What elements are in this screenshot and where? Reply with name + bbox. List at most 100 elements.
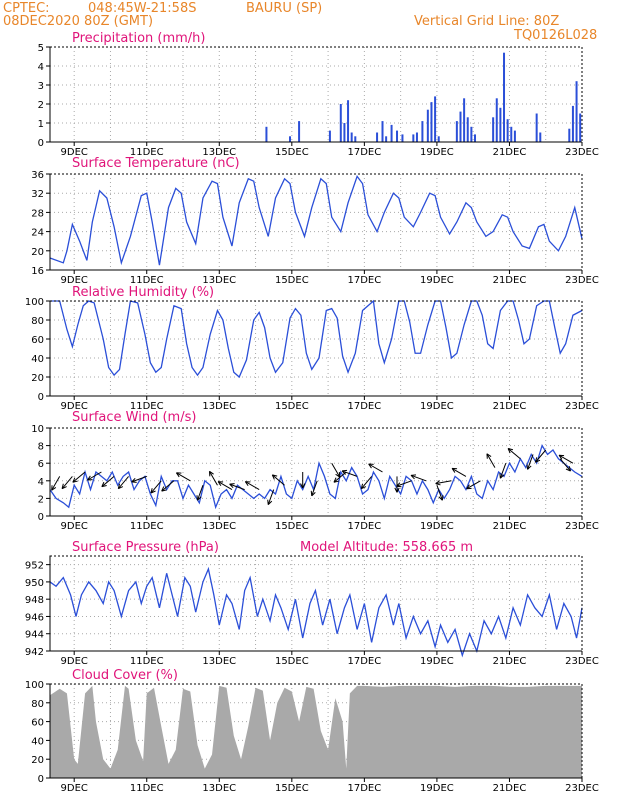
panel-frame xyxy=(49,555,583,652)
wind-arrow-head xyxy=(118,486,124,490)
panel-wind: 0 2 4 6 8 10 9DEC 11DEC 13DEC 15DEC 17DEC 19DEC 21DE… xyxy=(31,410,599,532)
precip-bar xyxy=(401,134,404,142)
precip-bar xyxy=(568,128,571,142)
x-tick-label: 15DEC xyxy=(275,783,309,794)
y-tick-label: 20 xyxy=(31,247,44,258)
panel-cloud: 0 20 40 60 80 100 9DEC 11DEC 13DEC 15DEC 17DEC 19DE… xyxy=(25,668,599,794)
wind-arrow-head xyxy=(410,474,417,476)
x-tick-label: 21DEC xyxy=(493,783,527,794)
wind-arrow-head xyxy=(161,489,167,492)
wind-arrow-shaft xyxy=(410,474,427,482)
wind-arrow-head xyxy=(396,482,401,487)
precip-bar xyxy=(328,130,331,142)
wind-arrow xyxy=(486,453,496,468)
wind-arrow xyxy=(196,485,204,501)
precip-bar xyxy=(459,111,462,142)
x-tick-label: 21DEC xyxy=(493,275,527,286)
wind-arrow-head xyxy=(101,484,107,488)
wind-arrow xyxy=(559,458,572,472)
y-tick-label: 40 xyxy=(31,736,44,747)
x-tick-label: 17DEC xyxy=(348,783,382,794)
wind-arrow xyxy=(534,449,547,463)
wind-arrow xyxy=(436,485,444,501)
panel-title-precip: Precipitation (mm/h) xyxy=(72,31,205,46)
x-tick-label: 13DEC xyxy=(202,147,236,158)
wind-arrow-head xyxy=(565,468,571,472)
x-tick-label: 15DEC xyxy=(275,275,309,286)
x-tick-label: 23DEC xyxy=(565,783,599,794)
panel-title-rh: Relative Humidity (%) xyxy=(72,285,214,300)
wind-arrow xyxy=(435,480,452,486)
wind-arrow-shaft xyxy=(360,476,373,489)
precip-bar xyxy=(495,98,498,142)
wind-arrow-head xyxy=(500,474,505,479)
rh-line xyxy=(50,299,583,379)
wind-arrow xyxy=(451,467,467,477)
wind-arrow-head xyxy=(72,480,78,483)
x-tick-label: 11DEC xyxy=(130,783,164,794)
wind-arrow xyxy=(217,481,233,491)
x-tick-label: 23DEC xyxy=(565,401,599,412)
wind-arrow-shaft xyxy=(499,463,507,479)
precip-bar xyxy=(499,107,502,142)
y-tick-label: 60 xyxy=(31,335,44,346)
precip-bar xyxy=(415,132,418,142)
x-tick-label: 13DEC xyxy=(202,656,236,667)
x-tick-label: 9DEC xyxy=(61,783,88,794)
wind-arrow xyxy=(331,462,341,478)
wind-arrow-shaft xyxy=(131,475,147,483)
panels: 0 1 2 3 4 5 9DEC 11DEC 13DEC 15DEC 17DEC 19DEC 21DEC… xyxy=(25,31,599,794)
wind-arrow-head xyxy=(333,477,337,483)
wind-arrow-head xyxy=(217,481,222,487)
wind-arrow xyxy=(499,463,507,479)
y-tick-label: 20 xyxy=(31,373,44,384)
wind-arrow-shaft xyxy=(527,454,534,470)
precip-bar xyxy=(390,124,393,142)
y-tick-label: 32 xyxy=(31,189,44,200)
x-tick-label: 23DEC xyxy=(565,147,599,158)
panel-pressure: 942 944 946 948 950 952 9DEC 11DEC 13DEC 15DEC 17D… xyxy=(25,540,599,667)
x-tick-label: 11DEC xyxy=(130,147,164,158)
wind-arrow-shaft xyxy=(197,485,204,501)
x-tick-label: 19DEC xyxy=(420,147,454,158)
wind-arrow-head xyxy=(300,483,304,489)
wind-arrow-shaft xyxy=(161,480,175,492)
x-tick-label: 15DEC xyxy=(275,147,309,158)
precip-bar xyxy=(430,102,433,142)
x-tick-label: 17DEC xyxy=(348,401,382,412)
wind-arrow-head xyxy=(499,473,501,479)
panel-frame xyxy=(49,300,583,397)
wind-arrow-shaft xyxy=(559,458,571,472)
temp-line xyxy=(49,175,583,266)
precip-bar xyxy=(381,121,384,142)
x-tick-label: 13DEC xyxy=(202,401,236,412)
y-tick-label: 0 xyxy=(38,774,44,785)
panel-frame xyxy=(49,46,583,143)
wind-arrow-shaft xyxy=(217,481,233,491)
panel-title-cloud: Cloud Cover (%) xyxy=(72,668,178,683)
y-tick-label: 2 xyxy=(38,494,44,505)
wind-arrow-head xyxy=(150,488,153,494)
header-source: CPTEC: xyxy=(3,1,50,16)
y-tick-label: 2 xyxy=(38,100,44,111)
wind-arrow xyxy=(526,454,534,470)
precip-bar xyxy=(463,98,466,142)
wind-arrow-head xyxy=(394,487,398,493)
x-tick-label: 19DEC xyxy=(420,783,454,794)
precip-bar xyxy=(421,121,424,142)
x-tick-label: 23DEC xyxy=(565,656,599,667)
y-tick-label: 80 xyxy=(31,316,44,327)
wind-arrow xyxy=(267,489,275,505)
header-run: 08DEC2020 80Z (GMT) xyxy=(3,14,153,29)
precip-bar xyxy=(347,100,350,142)
x-tick-label: 21DEC xyxy=(493,656,527,667)
wind-arrow-head xyxy=(51,487,57,491)
x-tick-label: 21DEC xyxy=(493,521,527,532)
precip-bar xyxy=(437,136,440,142)
wind-arrow-shaft xyxy=(507,448,521,460)
wind-arrow xyxy=(310,480,318,497)
header-station: BAURU (SP) xyxy=(246,1,322,16)
wind-arrow-shaft xyxy=(72,471,86,483)
precip-bar xyxy=(426,109,429,142)
